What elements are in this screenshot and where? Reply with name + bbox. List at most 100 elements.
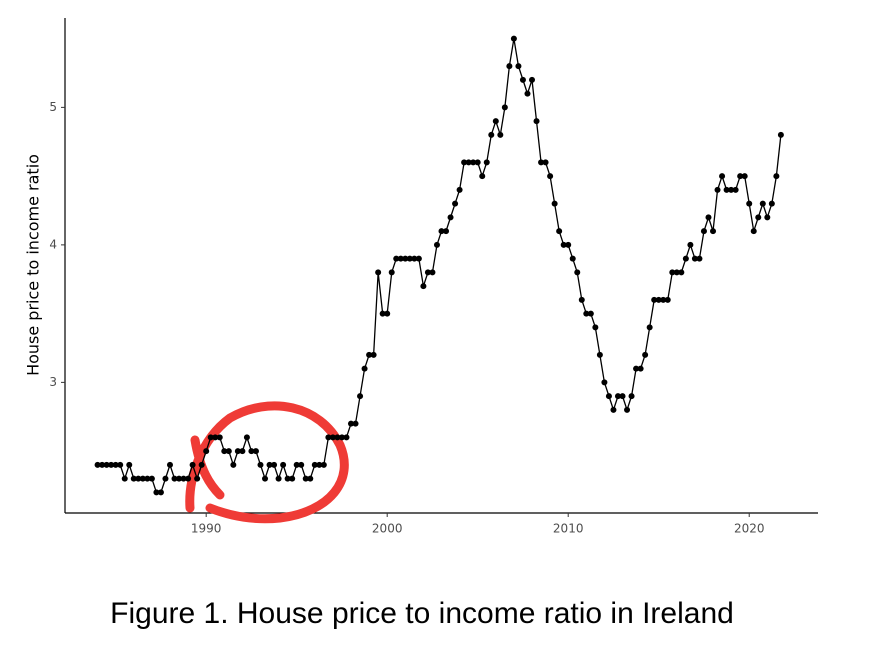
point xyxy=(121,475,128,482)
point xyxy=(687,241,694,248)
point xyxy=(596,351,603,358)
point xyxy=(651,296,658,303)
point xyxy=(402,255,409,262)
point xyxy=(492,118,499,125)
point xyxy=(370,351,377,358)
point xyxy=(384,310,391,317)
point xyxy=(741,173,748,180)
point xyxy=(262,475,269,482)
point xyxy=(479,173,486,180)
point xyxy=(406,255,413,262)
point xyxy=(560,241,567,248)
point xyxy=(126,461,133,468)
point xyxy=(547,173,554,180)
red-annotation-circle xyxy=(185,401,349,524)
point xyxy=(474,159,481,166)
y-tick-label: 3 xyxy=(49,375,57,389)
point xyxy=(759,200,766,207)
point xyxy=(524,90,531,97)
point xyxy=(737,173,744,180)
point xyxy=(212,434,219,441)
point xyxy=(433,241,440,248)
point xyxy=(361,365,368,372)
point xyxy=(583,310,590,317)
point xyxy=(94,461,101,468)
point xyxy=(714,186,721,193)
point xyxy=(230,461,237,468)
point xyxy=(696,255,703,262)
point xyxy=(203,448,210,455)
point xyxy=(461,159,468,166)
point xyxy=(515,63,522,70)
point xyxy=(578,296,585,303)
y-tick-label: 4 xyxy=(49,237,57,251)
point xyxy=(438,228,445,235)
point xyxy=(329,434,336,441)
point xyxy=(185,475,192,482)
point xyxy=(352,420,359,427)
point xyxy=(99,461,106,468)
point xyxy=(397,255,404,262)
point xyxy=(271,461,278,468)
point xyxy=(456,186,463,193)
point xyxy=(234,448,241,455)
point xyxy=(148,475,155,482)
point xyxy=(171,475,178,482)
y-axis-label: House price to income ratio xyxy=(24,154,43,376)
point xyxy=(646,324,653,331)
point xyxy=(447,214,454,221)
point xyxy=(375,269,382,276)
point xyxy=(135,475,142,482)
point xyxy=(280,461,287,468)
point xyxy=(755,214,762,221)
point xyxy=(289,475,296,482)
point xyxy=(569,255,576,262)
point xyxy=(307,475,314,482)
point xyxy=(510,35,517,42)
point xyxy=(221,448,228,455)
point xyxy=(207,434,214,441)
point xyxy=(592,324,599,331)
point xyxy=(248,448,255,455)
point xyxy=(393,255,400,262)
point xyxy=(633,365,640,372)
point xyxy=(415,255,422,262)
point xyxy=(112,461,119,468)
point xyxy=(275,475,282,482)
point xyxy=(198,461,205,468)
point xyxy=(108,461,115,468)
point xyxy=(678,269,685,276)
point xyxy=(587,310,594,317)
point xyxy=(529,76,536,83)
point xyxy=(664,296,671,303)
point xyxy=(746,200,753,207)
point xyxy=(429,269,436,276)
y-tick-label: 5 xyxy=(49,100,57,114)
point xyxy=(252,448,259,455)
point xyxy=(501,104,508,111)
point xyxy=(103,461,110,468)
point xyxy=(470,159,477,166)
point xyxy=(519,76,526,83)
point xyxy=(452,200,459,207)
point xyxy=(176,475,183,482)
point xyxy=(488,131,495,138)
point xyxy=(669,269,676,276)
point xyxy=(610,406,617,413)
point xyxy=(691,255,698,262)
point xyxy=(424,269,431,276)
point xyxy=(334,434,341,441)
point xyxy=(311,461,318,468)
point xyxy=(682,255,689,262)
x-tick-label: 2020 xyxy=(734,522,765,536)
point xyxy=(551,200,558,207)
point xyxy=(601,379,608,386)
point xyxy=(574,269,581,276)
point xyxy=(705,214,712,221)
point xyxy=(619,393,626,400)
x-tick-label: 1990 xyxy=(191,522,222,536)
point xyxy=(660,296,667,303)
caption: Figure 1. House price to income ratio in… xyxy=(110,597,734,630)
